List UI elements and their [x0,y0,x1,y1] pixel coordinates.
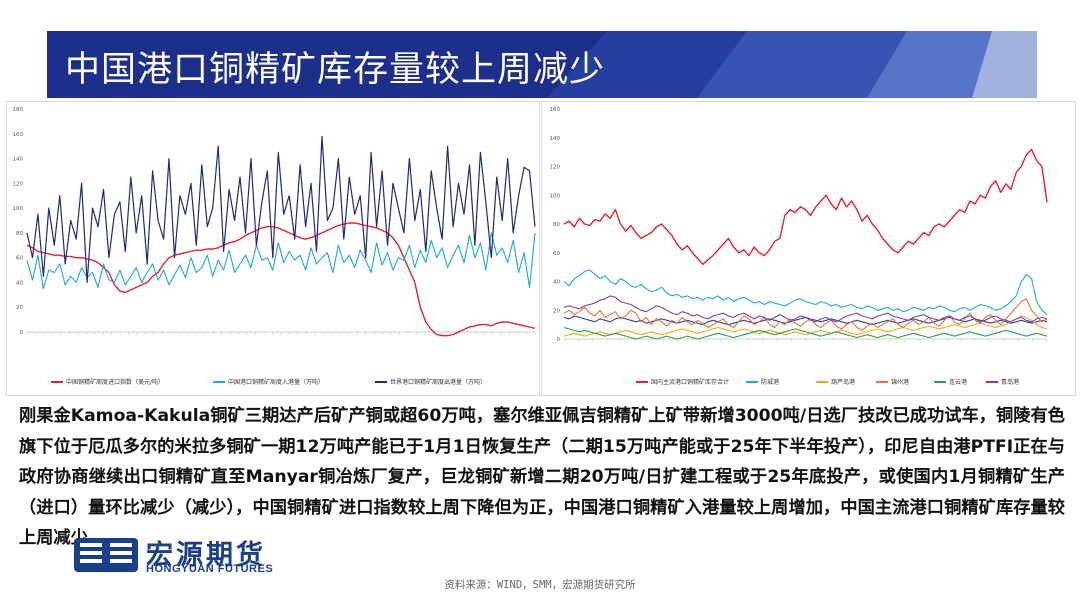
series-line-1 [563,269,1048,316]
right-chart-svg: 0 20 40 60 80 100 120 140 160 国内主流港口铜精矿库存合计 防城港 葫芦岛… [550,107,1048,386]
series-line-4 [563,298,1048,331]
banner-background [47,31,1037,98]
y-tick-label: 180 [13,107,24,113]
y-tick-label: 60 [553,251,560,257]
left-chart-svg: 0 20 40 60 80 100 120 140 160 180 中国铜精矿周度进口指数（美元/吨… [13,107,536,386]
y-tick-label: 20 [16,305,23,311]
y-tick-label: 0 [20,330,24,336]
y-tick-label: 140 [550,136,561,142]
y-tick-label: 40 [16,280,23,286]
y-tick-label: 80 [16,231,23,237]
legend-label: 国内主流港口铜精矿库存合计 [651,378,729,386]
series-line-5 [563,326,1048,340]
y-tick-label: 160 [550,107,561,113]
series-line-0 [26,222,536,337]
page-title: 中国港口铜精矿库存量较上周减少 [65,50,606,90]
legend-label: 中国铜精矿周度进口指数（美元/吨） [66,378,164,386]
legend-label: 锦州港 [891,378,909,386]
title-banner: 中国港口铜精矿库存量较上周减少 [47,31,1037,98]
series-line-2 [26,135,536,283]
legend-label: 青岛港 [1001,378,1019,386]
series-line-1 [26,232,536,290]
y-tick-label: 160 [13,132,24,138]
company-logo: 宏源期货 HONGYUAN FUTURES [72,532,312,578]
y-tick-label: 0 [557,337,561,343]
legend-label: 防城港 [761,378,779,386]
legend-label: 葫芦岛港 [831,378,855,386]
right-chart: 0 20 40 60 80 100 120 140 160 国内主流港口铜精矿库存合计 防城港 葫芦岛… [541,101,1076,396]
y-tick-label: 100 [13,206,24,212]
legend-label: 中国港口铜精矿周度入港量（万吨） [228,378,324,386]
logo-english-name: HONGYUAN FUTURES [146,563,274,575]
y-tick-label: 100 [550,193,561,199]
legend-label: 世界港口铜精矿周度出港量（万吨） [390,378,486,386]
source-note: 资料来源：WIND，SMM，宏源期货研究所 [444,579,636,591]
series-line-0 [563,148,1048,266]
analysis-paragraph: 刚果金Kamoa-Kakula铜矿三期达产后矿产铜或超60万吨，塞尔维亚佩吉铜精… [19,406,1065,548]
logo-chinese-name: 宏源期货 [146,540,266,571]
y-tick-label: 120 [550,165,561,171]
left-chart: 0 20 40 60 80 100 120 140 160 180 中国铜精矿周度进口指数（美元/吨… [6,101,540,396]
series-line-3 [563,315,1048,337]
legend-label: 连云港 [949,378,967,386]
y-tick-label: 40 [553,280,560,286]
y-tick-label: 20 [553,308,560,314]
y-tick-label: 120 [13,181,24,187]
y-tick-label: 60 [16,256,23,262]
y-tick-label: 80 [553,222,560,228]
series-line-6 [563,295,1048,323]
logo-mark-icon [74,538,138,572]
y-tick-label: 140 [13,157,24,163]
